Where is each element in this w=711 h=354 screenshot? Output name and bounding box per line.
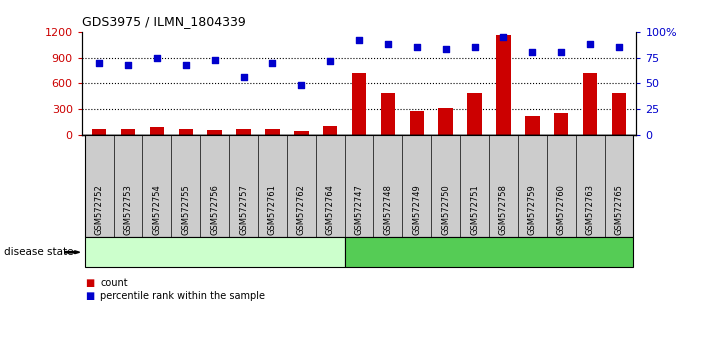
Text: GSM572758: GSM572758: [499, 184, 508, 235]
Bar: [92, 129, 107, 135]
Point: [469, 45, 481, 50]
Bar: [496, 35, 510, 135]
Point: [614, 45, 625, 50]
Bar: [265, 129, 279, 135]
Point: [122, 62, 134, 68]
Point: [151, 55, 163, 61]
Text: GSM572759: GSM572759: [528, 185, 537, 235]
Point: [180, 62, 191, 68]
Point: [584, 41, 596, 47]
Text: GSM572762: GSM572762: [296, 184, 306, 235]
Bar: [294, 131, 309, 135]
Point: [555, 50, 567, 55]
Bar: [380, 93, 395, 135]
Bar: [439, 108, 453, 135]
Point: [296, 82, 307, 88]
Text: control: control: [196, 247, 234, 257]
Bar: [525, 116, 540, 135]
Point: [440, 46, 451, 52]
Text: ■: ■: [85, 278, 94, 288]
Point: [527, 50, 538, 55]
Point: [383, 41, 394, 47]
Text: disease state: disease state: [4, 247, 73, 257]
Text: GSM572755: GSM572755: [181, 185, 191, 235]
Text: endometrioma: endometrioma: [448, 247, 530, 257]
Point: [267, 60, 278, 65]
Text: GSM572756: GSM572756: [210, 184, 219, 235]
Bar: [208, 130, 222, 135]
Bar: [611, 93, 626, 135]
Text: GSM572752: GSM572752: [95, 185, 104, 235]
Point: [353, 37, 365, 43]
Bar: [149, 127, 164, 135]
Point: [237, 74, 249, 80]
Bar: [410, 112, 424, 135]
Point: [324, 58, 336, 63]
Text: GSM572749: GSM572749: [412, 185, 422, 235]
Bar: [467, 93, 482, 135]
Text: GSM572763: GSM572763: [586, 184, 594, 235]
Bar: [352, 73, 366, 135]
Bar: [236, 130, 251, 135]
Text: GSM572748: GSM572748: [383, 184, 392, 235]
Point: [209, 57, 220, 62]
Text: GSM572750: GSM572750: [442, 185, 450, 235]
Text: GSM572751: GSM572751: [470, 185, 479, 235]
Point: [93, 60, 105, 65]
Text: percentile rank within the sample: percentile rank within the sample: [100, 291, 265, 301]
Text: GSM572760: GSM572760: [557, 184, 566, 235]
Text: GSM572757: GSM572757: [239, 184, 248, 235]
Text: GSM572747: GSM572747: [355, 184, 363, 235]
Point: [411, 45, 422, 50]
Text: ■: ■: [85, 291, 94, 301]
Text: GSM572761: GSM572761: [268, 184, 277, 235]
Bar: [121, 130, 135, 135]
Text: count: count: [100, 278, 128, 288]
Bar: [554, 113, 569, 135]
Text: GDS3975 / ILMN_1804339: GDS3975 / ILMN_1804339: [82, 15, 245, 28]
Point: [498, 34, 509, 40]
Text: GSM572753: GSM572753: [124, 184, 132, 235]
Bar: [323, 126, 338, 135]
Text: GSM572754: GSM572754: [152, 185, 161, 235]
Bar: [178, 129, 193, 135]
Text: GSM572764: GSM572764: [326, 184, 335, 235]
Bar: [583, 73, 597, 135]
Text: GSM572765: GSM572765: [614, 184, 624, 235]
